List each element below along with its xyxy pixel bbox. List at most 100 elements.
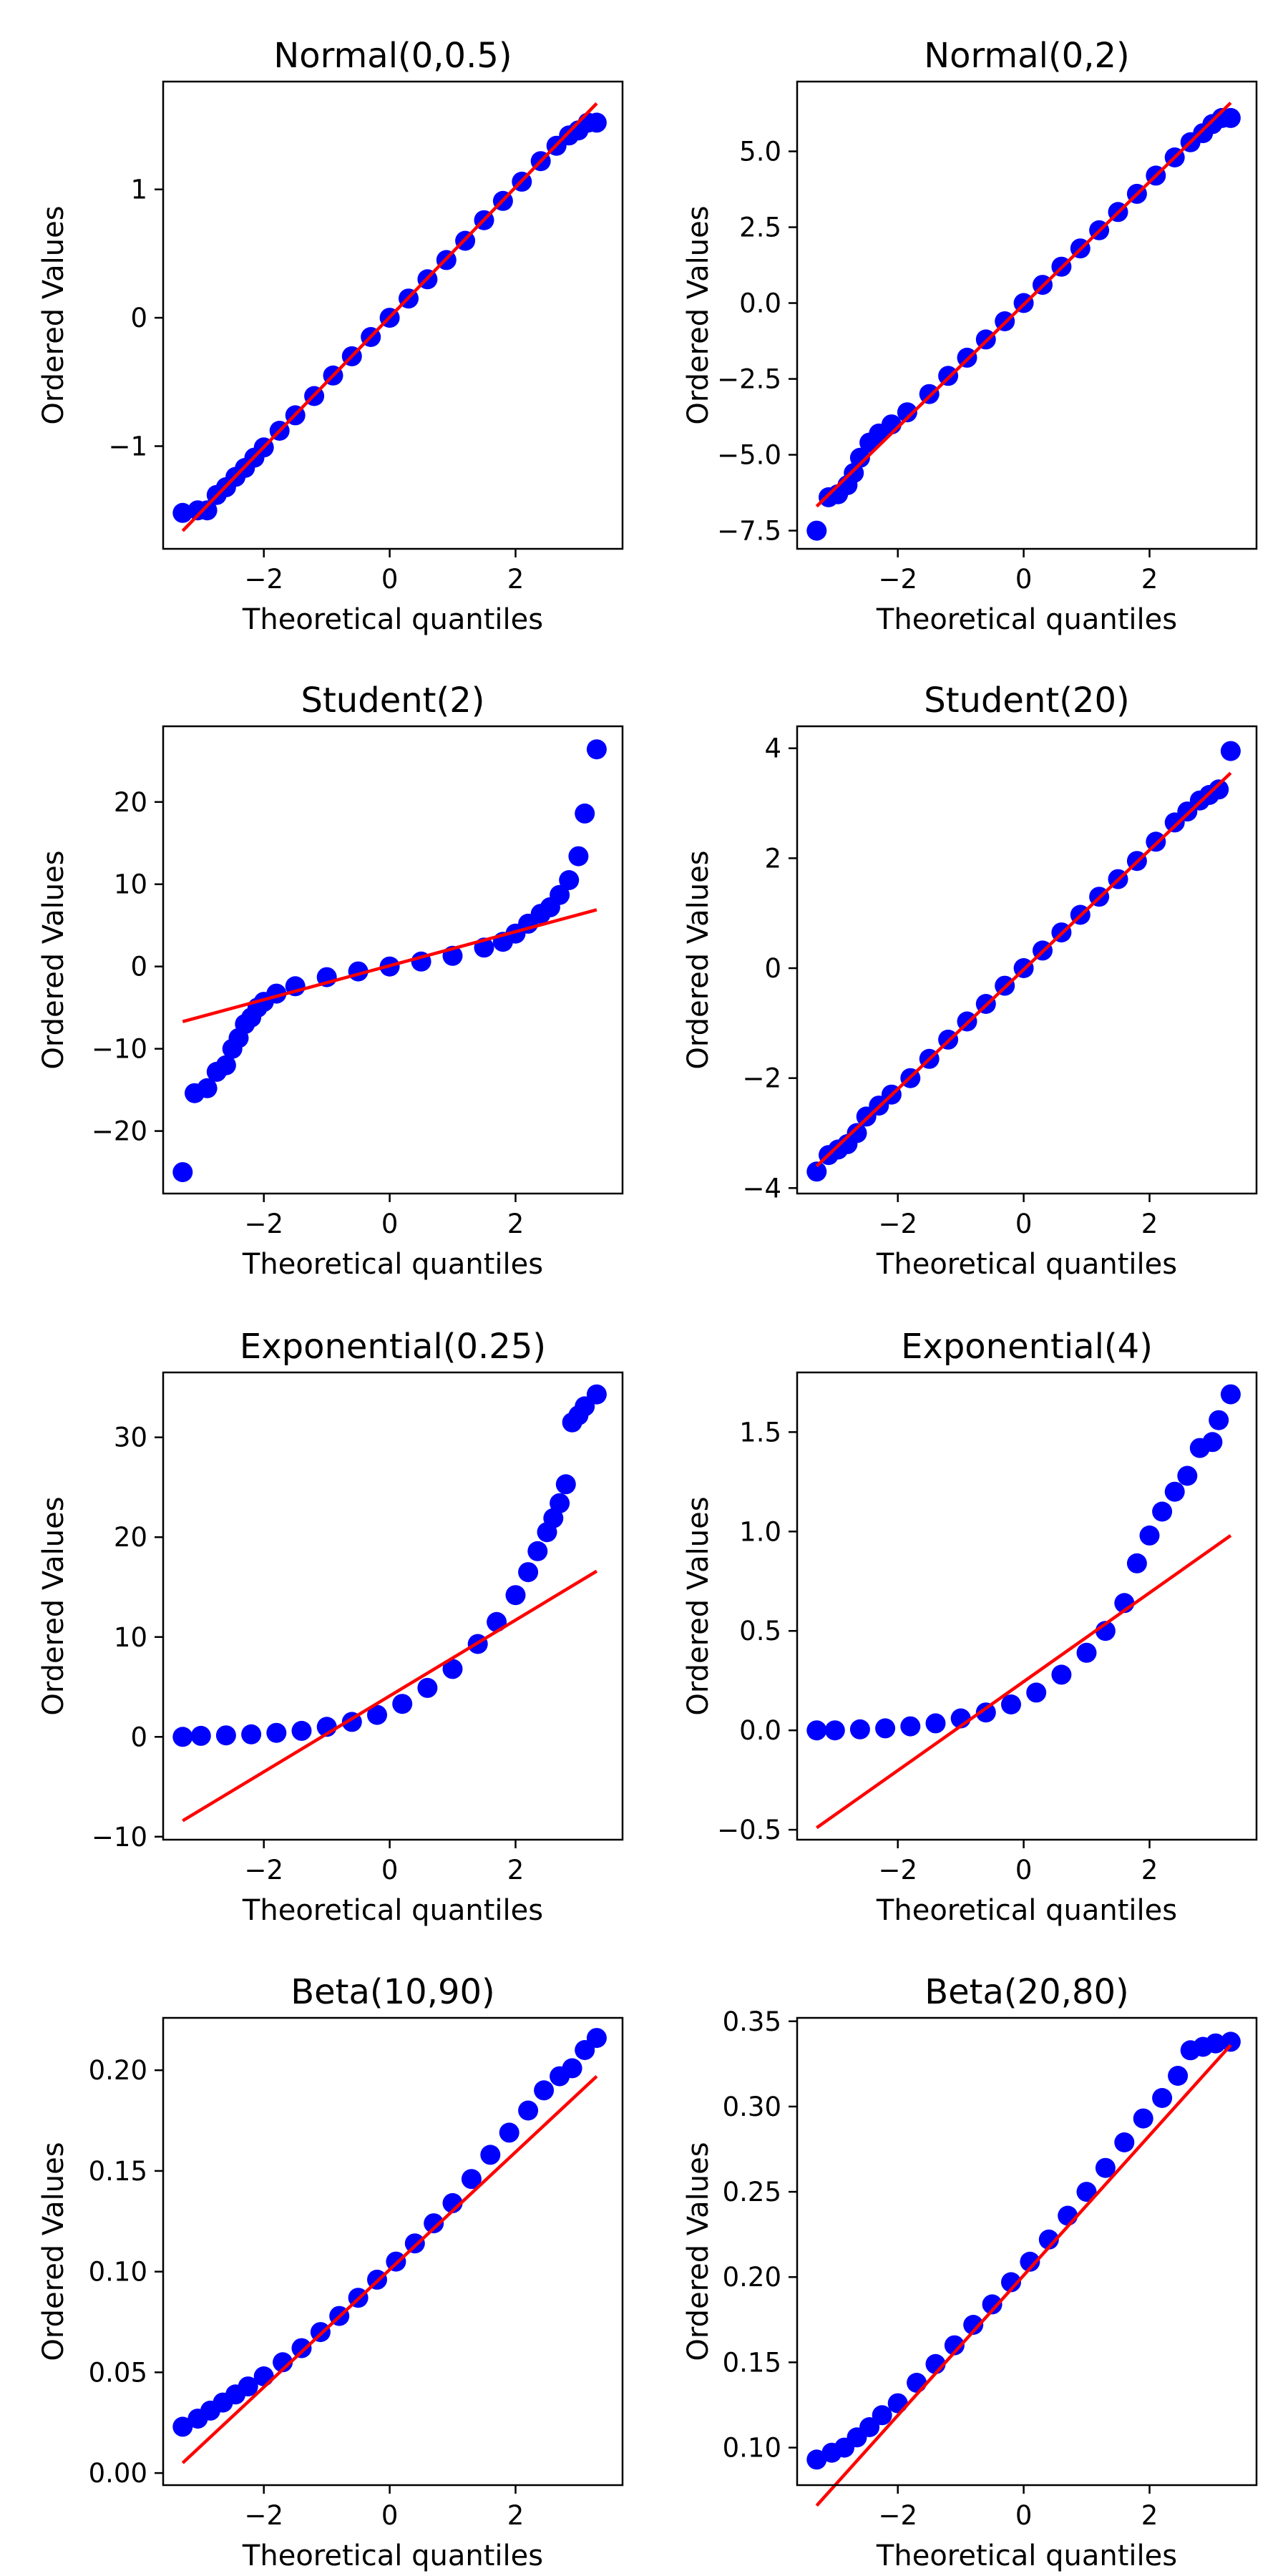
- data-point: [505, 1585, 526, 1606]
- data-point: [963, 2315, 984, 2335]
- data-point: [586, 1384, 607, 1405]
- data-point: [197, 1078, 218, 1098]
- x-tick-label: 0: [1015, 1855, 1033, 1885]
- x-tick-label: 0: [1015, 2500, 1033, 2531]
- data-point: [392, 1694, 413, 1714]
- x-tick-label: −2: [244, 2500, 283, 2531]
- data-point: [806, 1720, 827, 1741]
- data-point: [480, 2145, 501, 2165]
- data-point: [215, 1055, 236, 1075]
- x-tick-label: 2: [507, 2500, 525, 2531]
- data-point: [461, 2169, 482, 2190]
- y-axis-label: Ordered Values: [37, 1496, 70, 1715]
- data-point: [1209, 779, 1229, 800]
- data-point: [806, 520, 827, 541]
- y-tick-label: 0.10: [89, 2257, 147, 2288]
- data-point: [1209, 1410, 1229, 1430]
- data-point: [555, 1474, 576, 1495]
- y-tick-label: 2.5: [739, 213, 781, 243]
- fit-line: [815, 771, 1232, 1168]
- x-tick-label: −2: [244, 564, 283, 595]
- x-axis-label: Theoretical quantiles: [242, 603, 543, 636]
- y-tick-label: 0: [764, 953, 781, 984]
- fit-line: [182, 1569, 598, 1823]
- data-point: [944, 2335, 965, 2356]
- x-axis-label: Theoretical quantiles: [876, 1248, 1177, 1281]
- data-point: [559, 870, 580, 890]
- axes-frame: [796, 725, 1258, 1195]
- data-point: [859, 2417, 880, 2437]
- data-point: [215, 1725, 236, 1746]
- x-tick-label: 2: [507, 1209, 525, 1239]
- axes-frame: [796, 1371, 1258, 1841]
- data-point: [238, 2376, 258, 2397]
- qq-panel: −2 0 2 0.10 0.15 0.20 0.25 0.30 0.35 Beta(20,80) T…: [682, 1972, 1258, 2572]
- y-axis-label: Ordered Values: [682, 850, 715, 1069]
- qq-panel: −2 0 2 −0.5 0.0 0.5 1.0 1.5 Exponential(4) Theore…: [682, 1327, 1258, 1927]
- data-point: [975, 1702, 996, 1723]
- data-point: [241, 1724, 262, 1745]
- y-tick-label: 4: [764, 733, 781, 764]
- data-point: [273, 2352, 293, 2373]
- data-point: [1020, 2251, 1040, 2272]
- data-point: [1095, 2157, 1116, 2178]
- x-tick-label: −2: [878, 2500, 917, 2531]
- data-point: [1026, 1682, 1047, 1703]
- data-point: [824, 1720, 845, 1741]
- y-tick-label: 0.0: [739, 288, 781, 319]
- y-tick-label: 10: [114, 1622, 147, 1653]
- y-tick-label: 0.20: [723, 2262, 781, 2293]
- axes-frame: [162, 725, 624, 1195]
- data-point: [1152, 1501, 1173, 1522]
- data-point: [1051, 1664, 1072, 1685]
- data-point: [847, 1123, 867, 1143]
- y-tick-label: 1.0: [739, 1516, 781, 1547]
- data-point: [172, 1727, 193, 1747]
- y-axis-label: Ordered Values: [37, 850, 70, 1069]
- y-tick-label: 0.0: [739, 1715, 781, 1746]
- data-point: [550, 1493, 570, 1513]
- y-tick-label: −10: [92, 1822, 147, 1853]
- x-tick-label: 0: [381, 564, 399, 595]
- y-tick-label: 0.30: [723, 2092, 781, 2122]
- x-tick-label: 2: [1141, 564, 1158, 595]
- qq-panel: −2 0 2 −10 0 10 20 30 Exponential(0.25) Theoretic…: [37, 1327, 624, 1927]
- data-point: [925, 1713, 946, 1734]
- data-point: [562, 2058, 582, 2079]
- x-axis-label: Theoretical quantiles: [242, 1894, 543, 1927]
- qq-panel: −2 0 2 0.00 0.05 0.10 0.15 0.20 Beta(10,90) Theor…: [37, 1972, 624, 2572]
- x-axis-label: Theoretical quantiles: [242, 1248, 543, 1281]
- y-axis-label: Ordered Values: [37, 2142, 70, 2361]
- data-point: [1168, 2066, 1189, 2086]
- data-point: [442, 1659, 463, 1679]
- y-axis-label: Ordered Values: [682, 2142, 715, 2361]
- y-tick-label: 30: [114, 1423, 147, 1453]
- data-point: [367, 1704, 387, 1725]
- data-point: [849, 1719, 870, 1740]
- y-tick-label: 0.15: [89, 2156, 147, 2187]
- y-tick-label: 0: [130, 952, 147, 982]
- chart-title: Beta(20,80): [924, 1972, 1129, 2012]
- x-tick-label: 0: [381, 2500, 399, 2531]
- y-tick-label: −2.5: [717, 364, 781, 395]
- y-axis-label: Ordered Values: [682, 1496, 715, 1715]
- y-tick-label: 5.0: [739, 137, 781, 167]
- y-tick-label: 0.10: [723, 2433, 781, 2464]
- data-point: [1220, 107, 1241, 128]
- data-point: [253, 2366, 274, 2386]
- data-point: [266, 1722, 287, 1743]
- data-point: [1076, 1642, 1097, 1663]
- data-point: [1220, 1384, 1241, 1405]
- data-point: [172, 2416, 193, 2437]
- x-tick-label: 0: [381, 1855, 399, 1885]
- data-point: [1202, 1432, 1223, 1453]
- data-point: [1001, 2272, 1021, 2293]
- data-point: [1164, 1481, 1185, 1502]
- data-point: [550, 884, 570, 905]
- x-tick-label: −2: [878, 564, 917, 595]
- data-point: [919, 384, 940, 404]
- y-tick-label: 20: [114, 787, 147, 818]
- data-point: [291, 1720, 312, 1741]
- fit-line: [815, 2044, 1232, 2507]
- data-point: [1076, 2182, 1097, 2202]
